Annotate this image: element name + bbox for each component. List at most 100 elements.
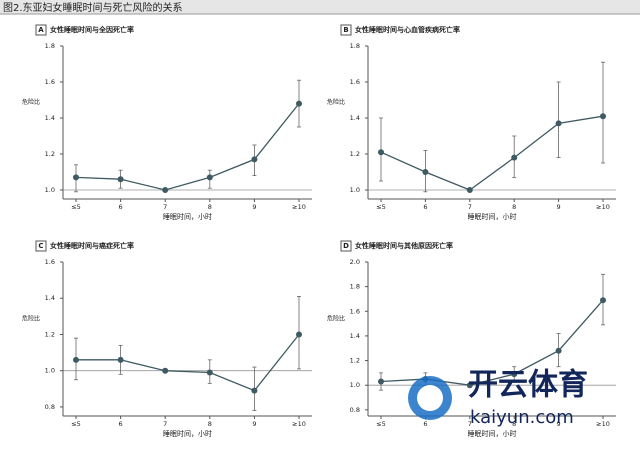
y-tick-label: 1.8 (45, 42, 55, 50)
y-axis-label: 危险比 (22, 315, 40, 323)
y-tick-label: 1.8 (350, 283, 360, 291)
x-tick-label: 9 (252, 420, 256, 428)
x-tick-label: ≥10 (292, 420, 306, 428)
y-tick-label: 1.6 (350, 307, 360, 315)
panel-label: C (38, 242, 43, 250)
y-tick-label: 1.4 (45, 294, 55, 302)
x-tick-label: 6 (119, 420, 123, 428)
panel-label: D (343, 242, 349, 250)
y-tick-label: 0.8 (45, 403, 55, 411)
y-tick-label: 1.0 (45, 186, 55, 194)
y-tick-label: 0.8 (350, 406, 360, 414)
watermark-name: 开云体育 (468, 368, 588, 403)
x-tick-label: 7 (163, 420, 167, 428)
x-axis-label: 睡眠时间，小时 (468, 212, 517, 221)
chart-title: 女性睡眠时间与心血管疾病死亡率 (355, 25, 460, 34)
x-tick-label: 8 (208, 420, 212, 428)
data-point (511, 371, 518, 378)
series-line (75, 103, 300, 191)
data-point (73, 174, 79, 181)
x-tick-label: 8 (512, 203, 516, 211)
y-tick-label: 1.4 (350, 332, 360, 340)
chart-title: 女性睡眠时间与癌症死亡率 (50, 241, 134, 250)
x-tick-label: 6 (423, 420, 427, 428)
x-tick-label: ≥10 (596, 420, 610, 428)
chart-title: 女性睡眠时间与其他原因死亡率 (355, 241, 453, 250)
data-point (378, 149, 384, 156)
data-point (466, 187, 473, 193)
data-point (206, 369, 213, 376)
series-line (380, 299, 604, 386)
data-point (600, 113, 606, 120)
data-point (162, 367, 169, 374)
y-axis-label: 危险比 (327, 98, 345, 106)
y-tick-label: 1.4 (45, 114, 55, 122)
chart-title: 女性睡眠时间与全因死亡率 (50, 25, 134, 34)
watermark-url: kaiyun.com (470, 407, 574, 428)
figure-title: 图2.东亚妇女睡眠时间与死亡风险的关系 (3, 1, 183, 14)
x-tick-label: 9 (557, 203, 561, 211)
data-point (296, 100, 302, 107)
data-point (117, 176, 124, 183)
y-tick-label: 1.6 (350, 78, 360, 86)
panel-label: B (343, 26, 348, 34)
y-tick-label: 1.4 (350, 114, 360, 122)
x-axis-label: 睡眠时间，小时 (468, 429, 517, 438)
y-tick-label: 1.6 (45, 78, 55, 86)
panel-label-box (340, 240, 352, 252)
y-axis-label: 危险比 (22, 98, 40, 106)
data-point (600, 297, 606, 304)
header-band (0, 0, 640, 14)
data-point (466, 382, 473, 389)
x-tick-label: 8 (208, 203, 212, 211)
x-tick-label: ≤5 (71, 203, 81, 211)
x-tick-label: ≤5 (71, 420, 81, 428)
x-tick-label: 6 (119, 203, 123, 211)
data-point (511, 154, 518, 161)
y-tick-label: 1.6 (45, 258, 55, 266)
y-tick-label: 1.0 (350, 186, 360, 194)
y-tick-label: 1.2 (45, 330, 55, 338)
data-point (555, 347, 562, 354)
data-point (251, 387, 258, 394)
y-tick-label: 1.8 (350, 42, 360, 50)
x-tick-label: ≥10 (596, 203, 610, 211)
panel-label: A (38, 26, 44, 34)
x-axis-label: 睡眠时间，小时 (163, 429, 212, 438)
y-tick-label: 1.2 (350, 357, 360, 365)
watermark-ball (417, 385, 443, 411)
data-point (422, 169, 429, 175)
data-point (555, 120, 562, 127)
y-axis-label: 危险比 (327, 315, 345, 323)
y-tick-label: 1.2 (350, 150, 360, 158)
x-tick-label: ≤5 (376, 420, 386, 428)
x-tick-label: ≥10 (292, 203, 306, 211)
watermark: 开云体育 kaiyun.com (408, 368, 588, 428)
x-tick-label: 9 (557, 420, 561, 428)
panel-label-box (35, 240, 47, 252)
data-point (378, 378, 384, 385)
x-tick-label: 9 (252, 203, 256, 211)
x-tick-label: 7 (163, 203, 167, 211)
panel-label-box (340, 24, 352, 36)
data-point (251, 156, 258, 163)
data-point (73, 356, 79, 363)
data-point (117, 356, 124, 363)
x-tick-label: 7 (468, 420, 472, 428)
data-point (162, 187, 169, 193)
x-tick-label: 7 (468, 203, 472, 211)
x-tick-label: 8 (512, 420, 516, 428)
series-line (380, 115, 604, 191)
x-axis-label: 睡眠时间，小时 (163, 212, 212, 221)
x-tick-label: 6 (423, 203, 427, 211)
x-tick-label: ≤5 (376, 203, 386, 211)
y-tick-label: 1.2 (45, 150, 55, 158)
data-point (206, 174, 213, 181)
y-tick-label: 2.0 (350, 258, 360, 266)
panel-label-box (35, 24, 47, 36)
y-tick-label: 1.0 (45, 367, 55, 375)
series-line (76, 334, 300, 392)
y-tick-label: 1.0 (350, 381, 360, 389)
data-point (296, 331, 302, 338)
